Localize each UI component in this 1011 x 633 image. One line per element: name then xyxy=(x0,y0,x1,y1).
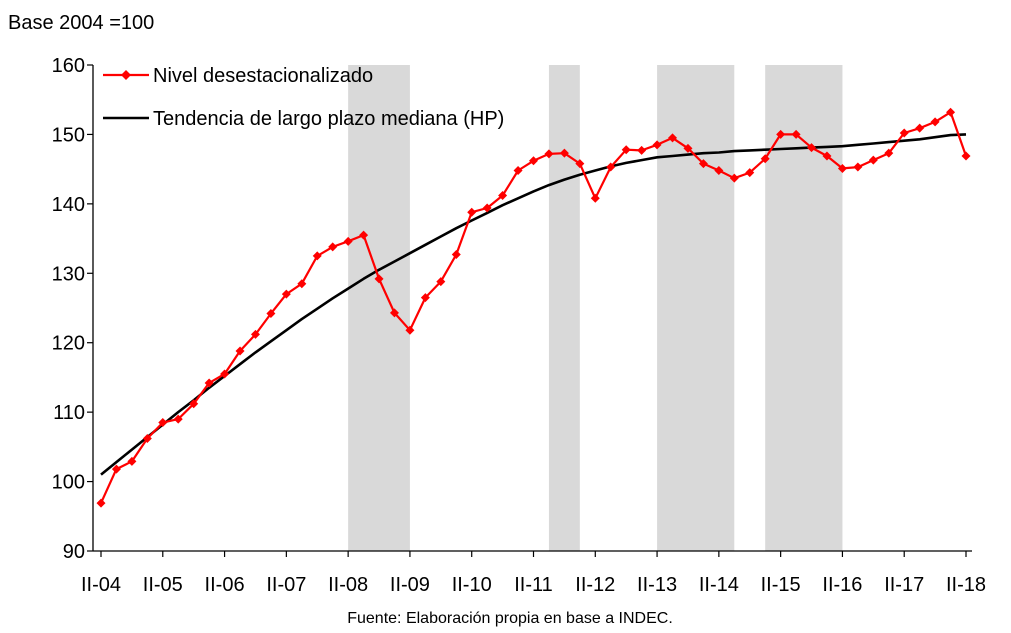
legend: Nivel desestacionalizado Tendencia de la… xyxy=(103,65,504,130)
data-point xyxy=(915,123,925,133)
data-point xyxy=(235,346,245,356)
data-point xyxy=(220,369,230,379)
x-tick-label: II-12 xyxy=(575,574,615,596)
data-point xyxy=(482,203,492,213)
x-tick-label: II-10 xyxy=(452,574,492,596)
data-point xyxy=(529,156,538,166)
data-point xyxy=(467,207,477,217)
data-point xyxy=(420,293,430,303)
data-point xyxy=(111,464,121,474)
data-point xyxy=(930,117,940,127)
data-point xyxy=(405,325,415,335)
data-point xyxy=(266,309,276,319)
data-point xyxy=(498,191,508,201)
data-point xyxy=(961,151,971,161)
legend-marker-diamond xyxy=(121,70,131,80)
data-point xyxy=(559,148,569,158)
data-point xyxy=(312,251,322,261)
y-tick-label: 120 xyxy=(52,333,85,355)
data-point xyxy=(760,154,770,164)
data-point xyxy=(189,399,199,409)
x-tick-label: II-07 xyxy=(266,574,306,596)
data-point xyxy=(158,418,168,428)
axes-group: 90 100 110 120 130 140 150 160 II-04 II-05 II-06 II… xyxy=(52,55,986,596)
y-unit-label: Base 2004 =100 xyxy=(8,12,154,34)
recession-band-3 xyxy=(657,65,735,551)
x-tick-label: II-15 xyxy=(761,574,801,596)
x-tick-label: II-04 xyxy=(81,574,121,596)
data-point xyxy=(899,128,909,138)
recession-band-4 xyxy=(765,65,843,551)
data-point xyxy=(729,173,739,183)
data-point xyxy=(652,140,662,150)
data-point xyxy=(544,149,554,159)
data-point xyxy=(343,236,353,246)
data-point xyxy=(776,129,786,139)
data-point xyxy=(328,242,338,252)
data-point xyxy=(698,159,708,169)
data-point xyxy=(451,250,461,260)
source-note: Fuente: Elaboración propia en base a IND… xyxy=(347,610,673,627)
legend-label-nivel: Nivel desestacionalizado xyxy=(153,65,373,87)
data-point xyxy=(822,151,832,161)
data-point xyxy=(683,143,693,153)
data-point xyxy=(837,163,847,173)
data-point xyxy=(575,159,585,169)
data-point xyxy=(791,129,801,139)
y-tick-label: 150 xyxy=(52,124,85,146)
y-tick-label: 110 xyxy=(53,402,85,424)
x-tick-label: II-08 xyxy=(328,574,368,596)
data-point xyxy=(359,230,369,240)
data-point xyxy=(142,434,152,444)
y-tick-label: 100 xyxy=(52,472,85,494)
data-point xyxy=(946,107,956,117)
legend-label-tendencia: Tendencia de largo plazo mediana (HP) xyxy=(153,108,504,130)
data-point xyxy=(745,168,755,178)
data-point xyxy=(590,193,600,203)
data-point xyxy=(513,166,523,176)
recession-shading-group xyxy=(348,65,843,551)
x-tick-label: II-18 xyxy=(946,574,986,596)
data-point xyxy=(868,155,878,165)
x-tick-label: II-17 xyxy=(884,574,924,596)
x-tick-label: II-14 xyxy=(699,574,739,596)
data-point xyxy=(281,289,291,299)
recession-band-1 xyxy=(348,65,410,551)
data-point xyxy=(374,274,384,284)
series-group xyxy=(96,107,971,508)
data-point xyxy=(621,145,631,155)
data-point xyxy=(668,133,678,143)
x-tick-label: II-09 xyxy=(390,574,430,596)
data-point xyxy=(127,456,137,466)
x-tick-label: II-06 xyxy=(205,574,245,596)
x-tick-label: II-11 xyxy=(514,574,553,596)
y-tick-label: 90 xyxy=(63,541,85,563)
data-point xyxy=(714,166,724,176)
x-tick-label: II-13 xyxy=(637,574,677,596)
data-point xyxy=(606,162,616,172)
data-point xyxy=(389,308,399,318)
data-point xyxy=(173,414,183,424)
y-tick-label: 160 xyxy=(52,55,85,77)
data-point xyxy=(204,378,214,388)
data-point xyxy=(250,329,260,339)
data-point xyxy=(884,148,894,158)
series-line-tendencia xyxy=(100,133,967,476)
y-tick-label: 140 xyxy=(52,194,85,216)
y-tick-label: 130 xyxy=(52,263,85,285)
data-point xyxy=(853,162,863,172)
data-point xyxy=(436,277,446,287)
x-tick-label: II-16 xyxy=(822,574,862,596)
data-point xyxy=(96,498,106,508)
data-point xyxy=(637,145,647,155)
recession-band-2 xyxy=(548,65,580,551)
x-tick-label: II-05 xyxy=(143,574,183,596)
data-point xyxy=(297,279,307,289)
data-point xyxy=(807,143,817,153)
